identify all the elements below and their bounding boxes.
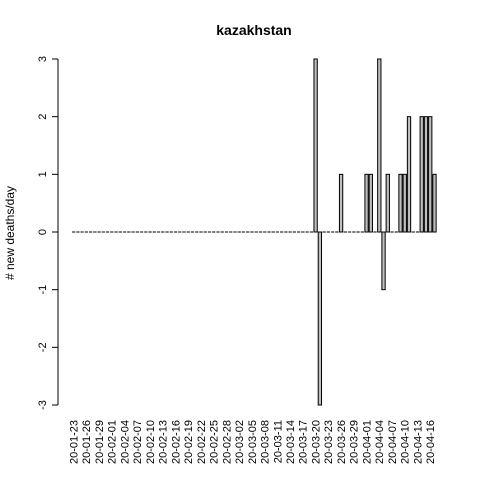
x-axis-tick-labels: 20-01-23 20-01-26 20-01-29 20-02-01 20-02-04… xyxy=(69,420,438,464)
bars xyxy=(72,58,437,406)
x-tick-label: 20-02-25 xyxy=(209,420,221,464)
x-tick-label: 20-02-28 xyxy=(221,420,233,464)
bar xyxy=(377,58,382,233)
y-tick-label: 0 xyxy=(37,229,49,235)
x-tick-label: 20-03-05 xyxy=(247,420,259,464)
bar xyxy=(364,173,369,233)
x-tick-label: 20-04-07 xyxy=(387,420,399,464)
bar xyxy=(398,173,403,233)
bar xyxy=(406,116,412,233)
y-tick-label: 1 xyxy=(37,171,49,177)
y-axis: -3 -2 -1 0 1 2 3 xyxy=(37,56,59,410)
x-tick-label: 20-03-29 xyxy=(349,420,361,464)
x-tick-label: 20-01-26 xyxy=(81,420,93,464)
x-tick-label: 20-03-11 xyxy=(272,420,284,463)
x-tick-label: 20-04-13 xyxy=(412,420,424,464)
x-tick-label: 20-04-16 xyxy=(425,420,437,464)
y-tick-label: -3 xyxy=(37,400,49,410)
x-tick-label: 20-01-23 xyxy=(69,420,81,464)
x-tick-label: 20-02-10 xyxy=(145,420,157,464)
x-tick-label: 20-02-19 xyxy=(183,420,195,464)
x-tick-label: 20-01-29 xyxy=(94,420,106,464)
x-tick-label: 20-02-07 xyxy=(132,420,144,464)
x-tick-label: 20-03-26 xyxy=(336,420,348,464)
bar xyxy=(338,173,344,233)
bar xyxy=(313,58,318,233)
x-tick-label: 20-04-01 xyxy=(361,420,373,464)
x-tick-label: 20-03-14 xyxy=(285,420,297,464)
x-tick-label: 20-02-13 xyxy=(158,420,170,464)
x-tick-label: 20-02-01 xyxy=(107,420,119,464)
x-tick-label: 20-02-04 xyxy=(119,420,131,464)
bar xyxy=(317,231,323,406)
bar xyxy=(381,231,386,291)
x-tick-label: 20-03-08 xyxy=(260,420,272,464)
chart-title: kazakhstan xyxy=(216,22,291,38)
y-tick-label: 2 xyxy=(37,114,49,120)
y-tick-label: 3 xyxy=(37,56,49,62)
x-tick-label: 20-03-23 xyxy=(323,420,335,464)
bar xyxy=(385,173,390,233)
x-tick-label: 20-04-04 xyxy=(374,420,386,464)
bar xyxy=(402,173,407,233)
x-tick-label: 20-02-16 xyxy=(170,420,182,464)
x-tick-label: 20-03-20 xyxy=(310,420,322,464)
x-tick-label: 20-04-10 xyxy=(400,420,412,464)
x-tick-label: 20-02-22 xyxy=(196,420,208,464)
x-tick-label: 20-03-02 xyxy=(234,420,246,464)
y-axis-label: # new deaths/day xyxy=(3,186,17,280)
bar xyxy=(368,173,373,233)
bar xyxy=(428,116,433,233)
y-tick-label: -2 xyxy=(37,342,49,352)
bar xyxy=(419,116,424,233)
bar xyxy=(423,116,429,233)
bar xyxy=(432,173,437,233)
y-tick-label: -1 xyxy=(37,285,49,295)
x-tick-label: 20-03-17 xyxy=(298,420,310,464)
